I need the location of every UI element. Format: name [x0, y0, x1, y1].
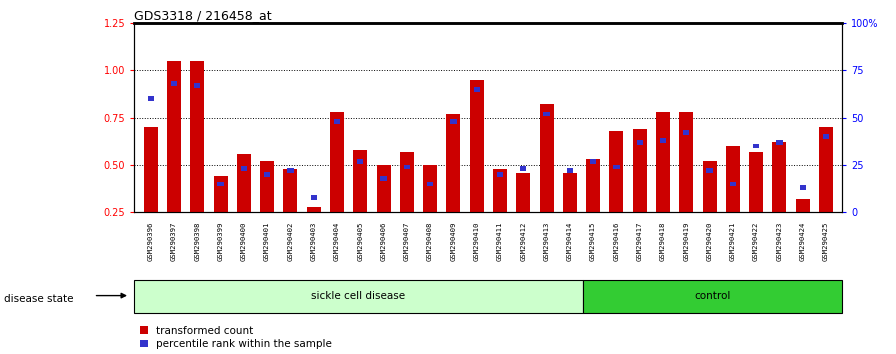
- Bar: [496, 172, 504, 177]
- Bar: [516, 173, 530, 212]
- Bar: [381, 176, 387, 181]
- Bar: [520, 166, 526, 171]
- Bar: [264, 172, 271, 177]
- Text: sickle cell disease: sickle cell disease: [312, 291, 406, 302]
- Bar: [656, 112, 670, 212]
- Bar: [609, 131, 624, 212]
- Bar: [543, 112, 549, 116]
- Bar: [167, 61, 181, 212]
- Bar: [679, 112, 694, 212]
- Bar: [539, 104, 554, 212]
- Bar: [358, 159, 364, 164]
- Bar: [237, 154, 251, 212]
- Bar: [404, 165, 410, 169]
- Bar: [353, 150, 367, 212]
- Bar: [659, 138, 666, 143]
- Bar: [749, 152, 763, 212]
- Bar: [729, 182, 736, 186]
- Bar: [171, 81, 177, 86]
- Bar: [190, 61, 204, 212]
- Bar: [473, 87, 480, 92]
- Bar: [702, 161, 717, 212]
- Bar: [400, 152, 414, 212]
- Bar: [493, 169, 507, 212]
- Bar: [582, 280, 842, 313]
- Bar: [590, 159, 596, 164]
- Bar: [218, 182, 224, 186]
- Bar: [566, 169, 573, 173]
- Bar: [143, 127, 158, 212]
- Bar: [753, 144, 759, 148]
- Bar: [241, 166, 247, 171]
- Bar: [636, 140, 642, 145]
- Bar: [260, 161, 274, 212]
- Text: control: control: [694, 291, 730, 302]
- Bar: [376, 165, 391, 212]
- Text: GDS3318 / 216458_at: GDS3318 / 216458_at: [134, 9, 272, 22]
- Bar: [306, 207, 321, 212]
- Bar: [446, 114, 461, 212]
- Bar: [213, 176, 228, 212]
- Bar: [823, 134, 829, 139]
- Legend: transformed count, percentile rank within the sample: transformed count, percentile rank withi…: [140, 326, 332, 349]
- Bar: [563, 173, 577, 212]
- Bar: [726, 146, 740, 212]
- Bar: [796, 199, 810, 212]
- Bar: [706, 169, 712, 173]
- Text: disease state: disease state: [4, 294, 74, 304]
- Bar: [148, 96, 154, 101]
- Bar: [330, 112, 344, 212]
- Bar: [427, 182, 434, 186]
- Bar: [799, 185, 806, 190]
- Bar: [194, 83, 201, 88]
- Bar: [776, 140, 782, 145]
- Bar: [134, 280, 582, 313]
- Bar: [334, 119, 340, 124]
- Bar: [283, 169, 297, 212]
- Bar: [683, 131, 689, 135]
- Bar: [586, 159, 600, 212]
- Bar: [423, 165, 437, 212]
- Bar: [470, 80, 484, 212]
- Bar: [613, 165, 619, 169]
- Bar: [451, 119, 457, 124]
- Bar: [772, 142, 787, 212]
- Bar: [633, 129, 647, 212]
- Bar: [288, 169, 294, 173]
- Bar: [311, 195, 317, 200]
- Bar: [819, 127, 833, 212]
